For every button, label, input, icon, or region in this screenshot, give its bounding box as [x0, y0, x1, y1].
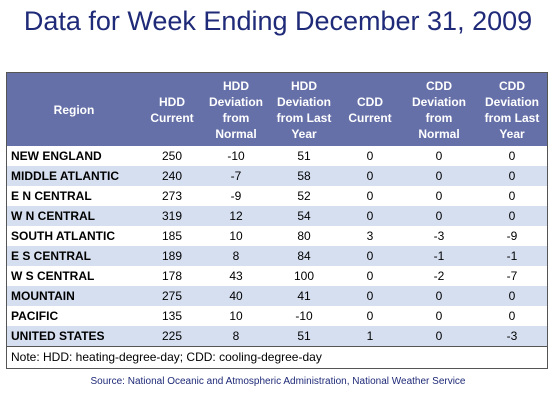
value-cell: 0	[401, 306, 477, 326]
value-cell: 0	[401, 286, 477, 306]
region-cell: PACIFIC	[7, 306, 141, 326]
value-cell: 0	[339, 186, 401, 206]
value-cell: 1	[339, 326, 401, 346]
value-cell: 0	[339, 146, 401, 166]
value-cell: -7	[477, 266, 547, 286]
region-cell: UNITED STATES	[7, 326, 141, 346]
value-cell: 0	[477, 306, 547, 326]
value-cell: 185	[141, 226, 203, 246]
column-header: HDD Deviation from Normal	[203, 73, 269, 146]
value-cell: 250	[141, 146, 203, 166]
region-cell: E S CENTRAL	[7, 246, 141, 266]
value-cell: 0	[339, 246, 401, 266]
value-cell: 0	[401, 206, 477, 226]
table-note: Note: HDD: heating-degree-day; CDD: cool…	[7, 346, 547, 368]
value-cell: -9	[203, 186, 269, 206]
value-cell: -10	[269, 306, 339, 326]
weather-data-table: Region HDD Current HDD Deviation from Normal HD…	[7, 73, 547, 346]
column-header: HDD Deviation from Last Year	[269, 73, 339, 146]
value-cell: 100	[269, 266, 339, 286]
table-row: MOUNTAIN 275 40 41 0 0 0	[7, 286, 547, 306]
value-cell: -7	[203, 166, 269, 186]
value-cell: 3	[339, 226, 401, 246]
value-cell: -1	[477, 246, 547, 266]
region-cell: SOUTH ATLANTIC	[7, 226, 141, 246]
table-row: E N CENTRAL 273 -9 52 0 0 0	[7, 186, 547, 206]
value-cell: 41	[269, 286, 339, 306]
value-cell: 8	[203, 246, 269, 266]
value-cell: 0	[477, 166, 547, 186]
value-cell: 0	[339, 286, 401, 306]
table-row: SOUTH ATLANTIC 185 10 80 3 -3 -9	[7, 226, 547, 246]
region-cell: W N CENTRAL	[7, 206, 141, 226]
value-cell: 43	[203, 266, 269, 286]
region-cell: E N CENTRAL	[7, 186, 141, 206]
value-cell: 8	[203, 326, 269, 346]
value-cell: -2	[401, 266, 477, 286]
table-row: NEW ENGLAND 250 -10 51 0 0 0	[7, 146, 547, 166]
value-cell: 0	[339, 306, 401, 326]
value-cell: 275	[141, 286, 203, 306]
value-cell: 178	[141, 266, 203, 286]
value-cell: 0	[477, 186, 547, 206]
value-cell: 0	[401, 166, 477, 186]
value-cell: -9	[477, 226, 547, 246]
value-cell: 84	[269, 246, 339, 266]
region-cell: W S CENTRAL	[7, 266, 141, 286]
value-cell: 10	[203, 226, 269, 246]
value-cell: 54	[269, 206, 339, 226]
source-citation: Source: National Oceanic and Atmospheric…	[90, 376, 466, 387]
table-row: W S CENTRAL 178 43 100 0 -2 -7	[7, 266, 547, 286]
page-title: Data for Week Ending December 31, 2009	[23, 6, 533, 36]
value-cell: -3	[477, 326, 547, 346]
column-header: CDD Current	[339, 73, 401, 146]
value-cell: 0	[401, 146, 477, 166]
value-cell: 240	[141, 166, 203, 186]
region-cell: MOUNTAIN	[7, 286, 141, 306]
value-cell: 51	[269, 146, 339, 166]
value-cell: -1	[401, 246, 477, 266]
column-header-region: Region	[7, 73, 141, 146]
value-cell: 10	[203, 306, 269, 326]
column-header: CDD Deviation from Normal	[401, 73, 477, 146]
value-cell: 52	[269, 186, 339, 206]
table-row: W N CENTRAL 319 12 54 0 0 0	[7, 206, 547, 226]
value-cell: 189	[141, 246, 203, 266]
value-cell: 51	[269, 326, 339, 346]
value-cell: 12	[203, 206, 269, 226]
value-cell: 58	[269, 166, 339, 186]
table-header-row: Region HDD Current HDD Deviation from Normal HD…	[7, 73, 547, 146]
value-cell: 0	[477, 146, 547, 166]
column-header: CDD Deviation from Last Year	[477, 73, 547, 146]
value-cell: 273	[141, 186, 203, 206]
table-row: MIDDLE ATLANTIC 240 -7 58 0 0 0	[7, 166, 547, 186]
value-cell: 0	[401, 326, 477, 346]
table-body: NEW ENGLAND 250 -10 51 0 0 0 MIDDLE ATLANTIC 240…	[7, 146, 547, 346]
value-cell: -3	[401, 226, 477, 246]
value-cell: 0	[339, 166, 401, 186]
region-cell: MIDDLE ATLANTIC	[7, 166, 141, 186]
value-cell: 225	[141, 326, 203, 346]
value-cell: 0	[401, 186, 477, 206]
table-row: UNITED STATES 225 8 51 1 0 -3	[7, 326, 547, 346]
table-row: E S CENTRAL 189 8 84 0 -1 -1	[7, 246, 547, 266]
value-cell: -10	[203, 146, 269, 166]
value-cell: 0	[477, 206, 547, 226]
value-cell: 80	[269, 226, 339, 246]
value-cell: 0	[339, 266, 401, 286]
region-cell: NEW ENGLAND	[7, 146, 141, 166]
value-cell: 135	[141, 306, 203, 326]
value-cell: 0	[477, 286, 547, 306]
data-table-container: Region HDD Current HDD Deviation from Normal HD…	[6, 72, 548, 369]
value-cell: 319	[141, 206, 203, 226]
value-cell: 40	[203, 286, 269, 306]
column-header: HDD Current	[141, 73, 203, 146]
table-row: PACIFIC 135 10 -10 0 0 0	[7, 306, 547, 326]
value-cell: 0	[339, 206, 401, 226]
